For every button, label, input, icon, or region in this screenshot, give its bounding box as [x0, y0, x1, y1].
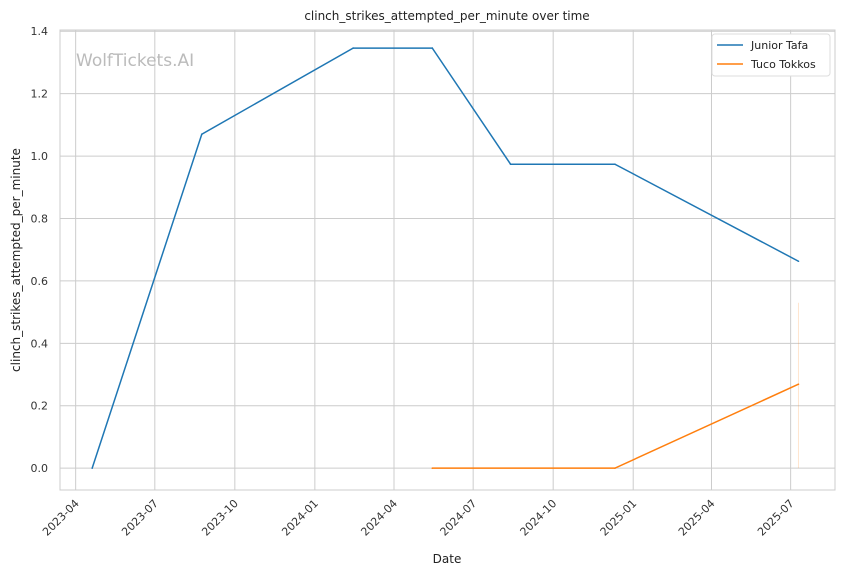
data-point-junior-tafa: [352, 47, 354, 49]
x-tick-label: 2024-01: [279, 497, 321, 539]
legend-label-junior-tafa: Junior Tafa: [750, 39, 808, 52]
x-tick-label: 2023-04: [40, 497, 82, 539]
data-point-junior-tafa: [91, 467, 93, 469]
x-tick-label: 2024-10: [518, 497, 560, 539]
data-point-tuco-tokkos: [797, 383, 800, 386]
watermark: WolfTickets.AI: [76, 51, 194, 71]
y-tick-label: 0.4: [31, 337, 49, 350]
y-tick-label: 1.2: [31, 88, 49, 101]
y-tick-label: 1.0: [31, 150, 49, 163]
x-tick-label: 2024-07: [438, 497, 480, 539]
x-tick-label: 2023-07: [119, 497, 161, 539]
y-tick-label: 0.0: [31, 462, 49, 475]
legend: Junior Tafa Tuco Tokkos: [711, 33, 831, 77]
x-tick-label: 2025-01: [598, 497, 640, 539]
y-tick-label: 1.4: [31, 25, 49, 38]
data-point-junior-tafa: [614, 163, 616, 165]
data-point-tuco-tokkos: [614, 467, 616, 469]
plot-area: [59, 29, 836, 491]
legend-label-tuco-tokkos: Tuco Tokkos: [750, 58, 816, 71]
data-point-tuco-tokkos: [431, 467, 434, 469]
x-tick-label: 2025-04: [676, 497, 718, 539]
x-axis-label: Date: [433, 552, 462, 566]
data-point-junior-tafa: [509, 163, 512, 165]
x-tick-label: 2024-04: [358, 497, 400, 539]
y-tick-label: 0.8: [31, 212, 49, 225]
y-axis-label: clinch_strikes_attempted_per_minute: [9, 148, 23, 372]
x-tick-label: 2025-07: [755, 497, 797, 539]
chart-title: clinch_strikes_attempted_per_minute over…: [304, 9, 589, 23]
data-point-junior-tafa: [431, 47, 434, 49]
data-point-junior-tafa: [200, 133, 203, 136]
data-point-junior-tafa: [797, 260, 800, 263]
y-tick-label: 0.2: [31, 400, 49, 413]
y-tick-label: 0.6: [31, 275, 49, 288]
x-tick-label: 2023-10: [199, 497, 241, 539]
